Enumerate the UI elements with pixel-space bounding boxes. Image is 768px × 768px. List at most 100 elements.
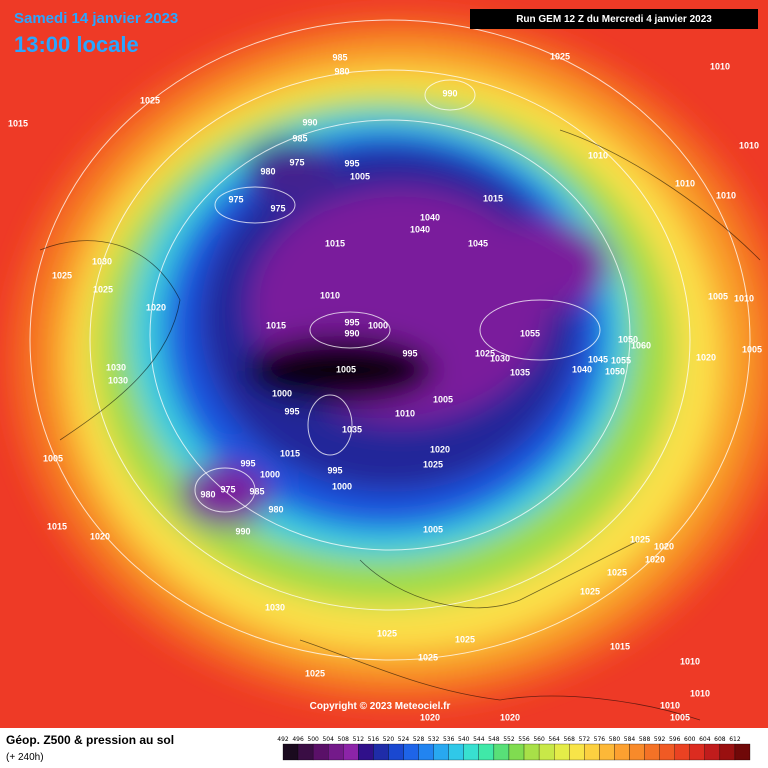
scale-swatch bbox=[689, 743, 705, 761]
scale-label: 548 bbox=[488, 736, 500, 743]
isobar-label: 1045 bbox=[588, 354, 608, 364]
run-box bbox=[470, 9, 758, 29]
isobar-label: 1010 bbox=[734, 293, 754, 303]
isobar-label: 1025 bbox=[305, 668, 325, 678]
isobar-label: 1045 bbox=[468, 238, 488, 248]
scale-label: 580 bbox=[609, 736, 621, 743]
isobar-label: 1025 bbox=[423, 459, 443, 469]
scale-swatch bbox=[569, 743, 585, 761]
scale-label: 560 bbox=[533, 736, 545, 743]
scale-swatch bbox=[659, 743, 675, 761]
isobar-label: 995 bbox=[240, 458, 255, 468]
isobar-label: 975 bbox=[220, 484, 235, 494]
scale-label: 512 bbox=[353, 736, 365, 743]
color-scale: 492 496 500 504 508 512 516 520 524 528 532 536 540 5… bbox=[277, 736, 751, 761]
scale-label: 496 bbox=[292, 736, 304, 743]
isobar-label: 990 bbox=[235, 526, 250, 536]
isobar-label: 1035 bbox=[510, 367, 530, 377]
scale-label: 532 bbox=[428, 736, 440, 743]
isobar-label: 980 bbox=[334, 66, 349, 76]
isobar-label: 1015 bbox=[266, 320, 286, 330]
isobar-label: 1040 bbox=[572, 364, 592, 374]
scale-label: 492 bbox=[277, 736, 289, 743]
scale-swatch bbox=[373, 743, 389, 761]
isobar-label: 1040 bbox=[420, 212, 440, 222]
scale-swatch bbox=[584, 743, 600, 761]
scale-label: 604 bbox=[699, 736, 711, 743]
isobar-label: 980 bbox=[268, 504, 283, 514]
isobar-label: 1010 bbox=[739, 140, 759, 150]
isobar-label: 1030 bbox=[106, 362, 126, 372]
scale-swatch bbox=[403, 743, 419, 761]
copyright: Copyright © 2023 Meteociel.fr bbox=[310, 701, 451, 712]
isobar-label: 1055 bbox=[611, 355, 631, 365]
scale-label: 608 bbox=[714, 736, 726, 743]
isobar-label: 990 bbox=[442, 88, 457, 98]
isobar-label: 1010 bbox=[680, 656, 700, 666]
isobar-label: 1010 bbox=[320, 290, 340, 300]
scale-swatch bbox=[343, 743, 359, 761]
scale-swatch bbox=[328, 743, 344, 761]
isobar-label: 1025 bbox=[52, 270, 72, 280]
isobar-label: 1040 bbox=[410, 224, 430, 234]
scale-swatch bbox=[674, 743, 690, 761]
isobar-label: 1005 bbox=[423, 524, 443, 534]
footer-title: Géop. Z500 & pression au sol bbox=[6, 733, 174, 747]
coastlines bbox=[39, 129, 761, 721]
scale-swatch bbox=[312, 743, 329, 761]
isobar-label: 1005 bbox=[670, 712, 690, 722]
isobar-label: 1005 bbox=[433, 394, 453, 404]
isobar-label: 1015 bbox=[325, 238, 345, 248]
isobar-label: 1010 bbox=[690, 688, 710, 698]
isobar-label: 990 bbox=[344, 328, 359, 338]
isobar-label: 1025 bbox=[607, 567, 627, 577]
isobar-label: 1020 bbox=[500, 712, 520, 722]
scale-label: 576 bbox=[594, 736, 606, 743]
scale-label: 612 bbox=[729, 736, 741, 743]
scale-label: 528 bbox=[413, 736, 425, 743]
isobar-label: 1025 bbox=[580, 586, 600, 596]
scale-label: 552 bbox=[503, 736, 515, 743]
isobar-label: 985 bbox=[332, 52, 347, 62]
isobar-label: 1005 bbox=[742, 344, 762, 354]
isobar-label: 1015 bbox=[610, 641, 630, 651]
isobar-label: 1020 bbox=[430, 444, 450, 454]
isobar-label: 1020 bbox=[654, 541, 674, 551]
isobar-label: 995 bbox=[402, 348, 417, 358]
isobar-label: 1000 bbox=[368, 320, 388, 330]
isobar-label: 1010 bbox=[660, 700, 680, 710]
isobar-label: 1015 bbox=[8, 118, 28, 128]
isobar-label: 1060 bbox=[631, 340, 651, 350]
isobar-label: 1025 bbox=[140, 95, 160, 105]
isobar-label: 1015 bbox=[47, 521, 67, 531]
scale-swatch bbox=[418, 743, 434, 761]
scale-label: 516 bbox=[368, 736, 380, 743]
isobar-label: 1000 bbox=[260, 469, 280, 479]
scale-label: 572 bbox=[579, 736, 591, 743]
scale-swatch bbox=[629, 743, 645, 761]
scale-label: 544 bbox=[473, 736, 485, 743]
scale-swatch bbox=[704, 743, 721, 761]
isobar-label: 980 bbox=[200, 489, 215, 499]
isobar-label: 1005 bbox=[350, 171, 370, 181]
scale-swatch bbox=[433, 743, 449, 761]
scale-swatch bbox=[358, 743, 374, 761]
scale-swatch bbox=[554, 743, 570, 761]
scale-swatch bbox=[719, 743, 736, 761]
isobar-label: 990 bbox=[302, 117, 317, 127]
scale-swatch bbox=[644, 743, 660, 761]
isobar-label: 1010 bbox=[675, 178, 695, 188]
scale-label: 596 bbox=[669, 736, 681, 743]
scale-swatch bbox=[493, 743, 510, 761]
isobars bbox=[29, 19, 751, 661]
isobar-label: 1025 bbox=[630, 534, 650, 544]
time: 13:00 locale bbox=[14, 32, 139, 57]
isobar-label: 1000 bbox=[332, 481, 352, 491]
isobar-label: 1035 bbox=[342, 424, 362, 434]
scale-label: 540 bbox=[458, 736, 470, 743]
scale-label: 564 bbox=[548, 736, 560, 743]
scale-label: 556 bbox=[518, 736, 530, 743]
isobar-label: 1010 bbox=[716, 190, 736, 200]
scale-swatch bbox=[297, 743, 314, 761]
